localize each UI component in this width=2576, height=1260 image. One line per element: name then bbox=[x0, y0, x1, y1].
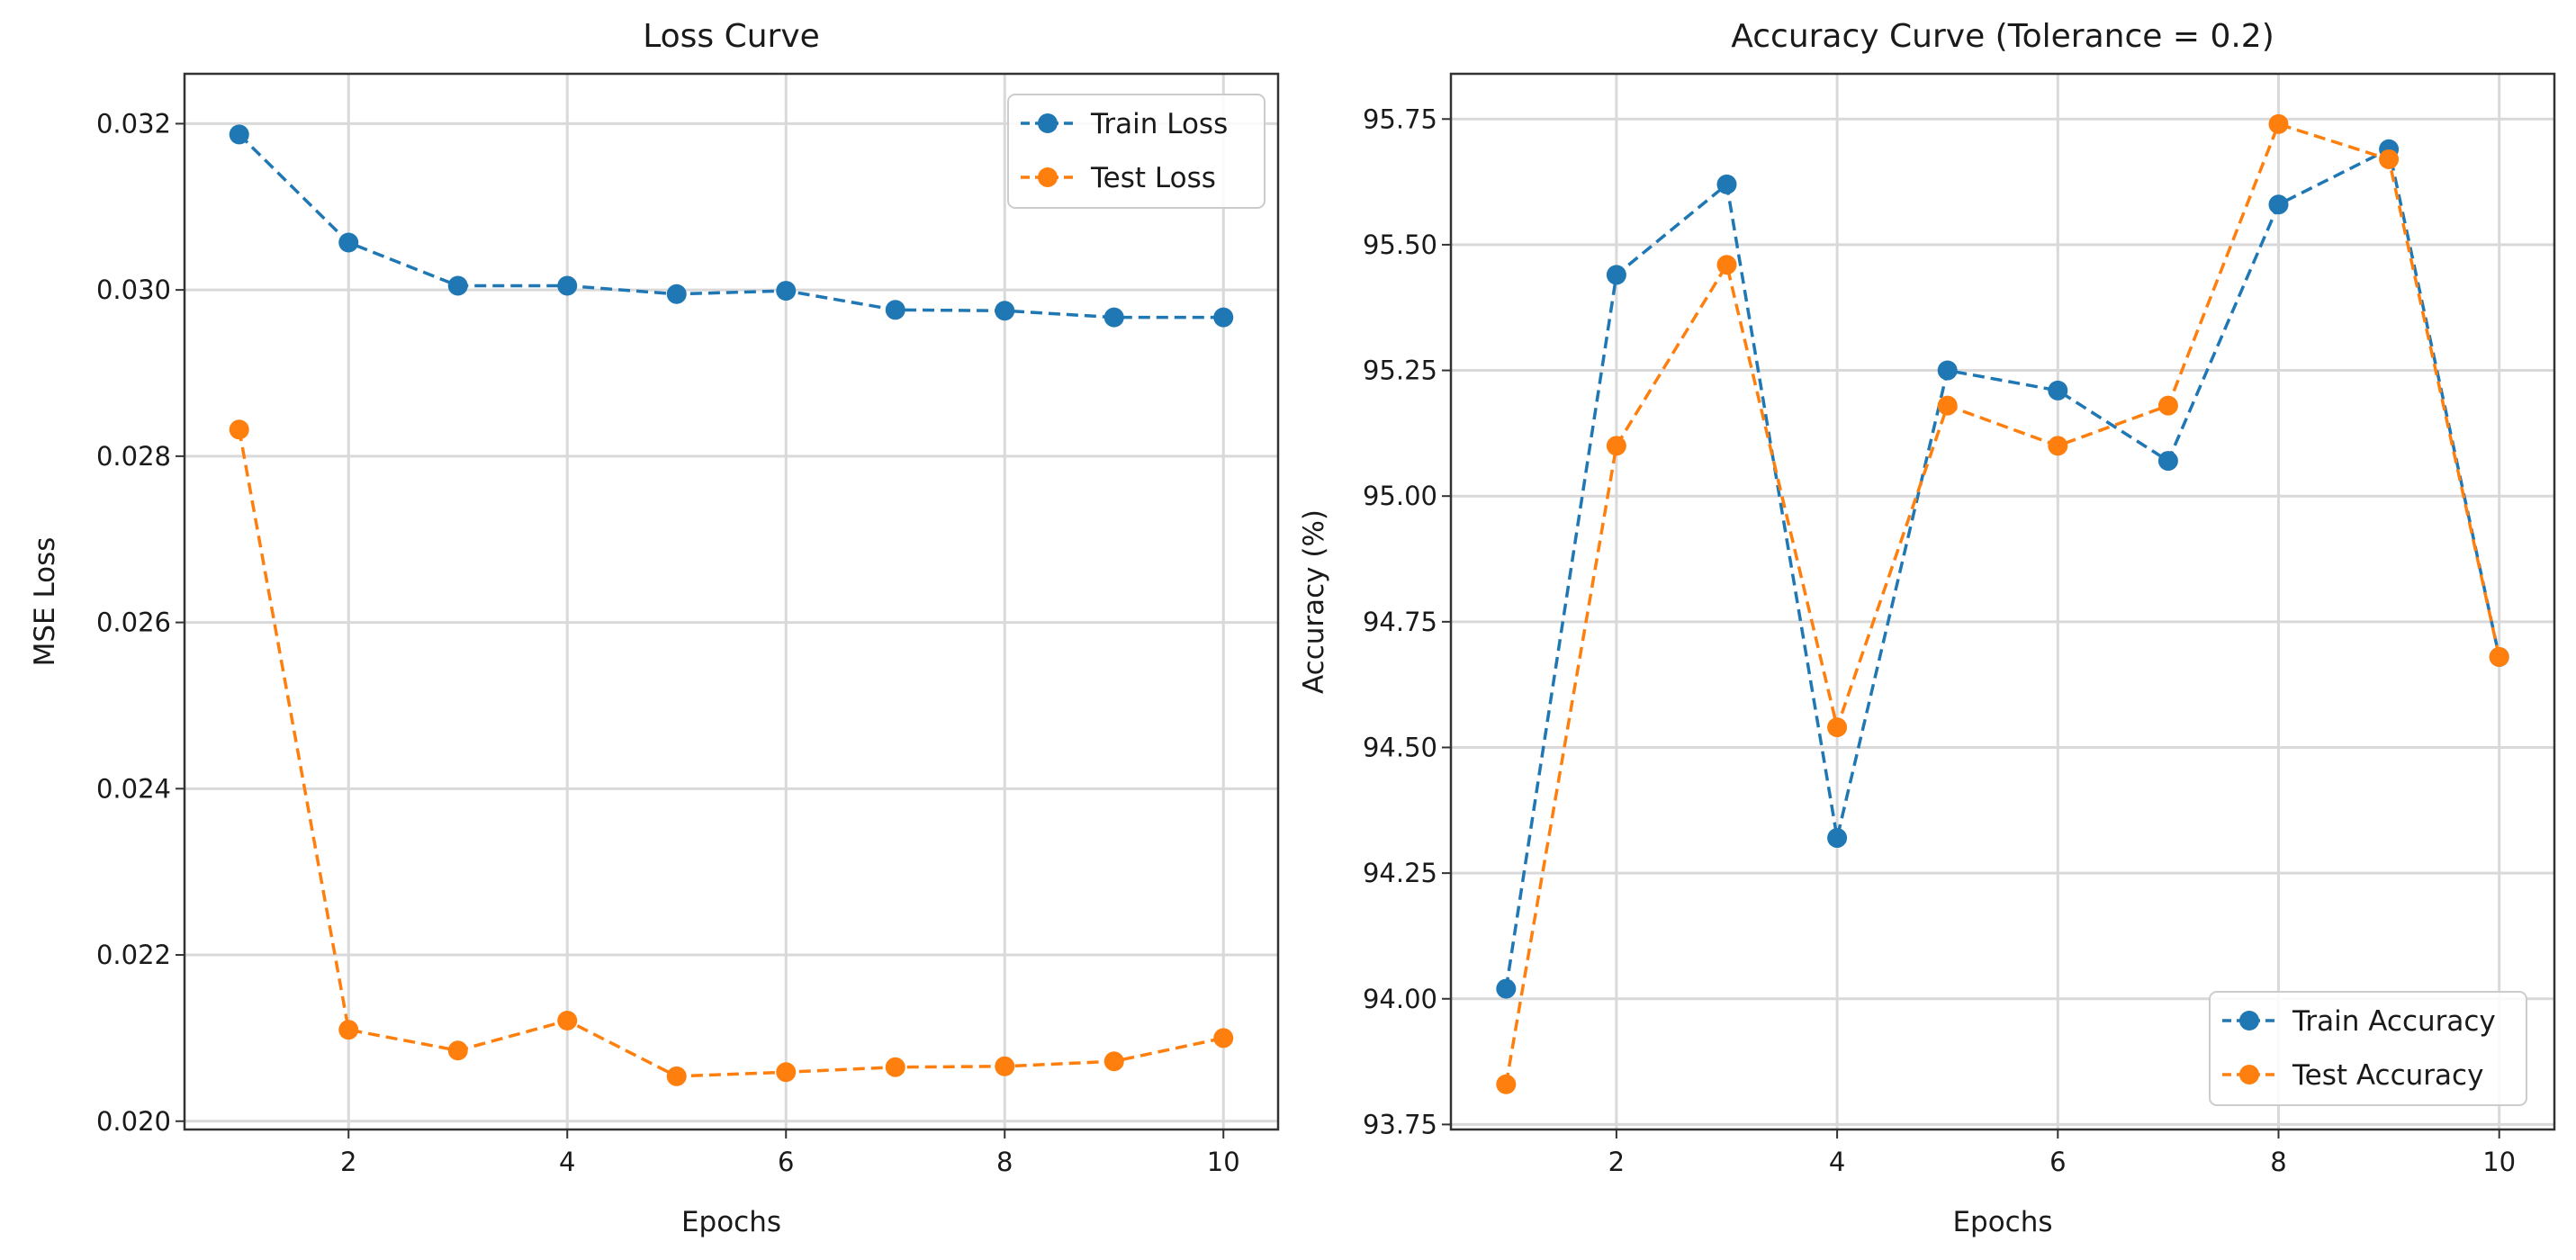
data-point bbox=[1716, 255, 1737, 275]
data-point bbox=[2048, 380, 2068, 400]
legend-box bbox=[2209, 991, 2527, 1106]
data-point bbox=[1937, 395, 1958, 416]
legend-marker-0 bbox=[1038, 113, 1058, 133]
data-point bbox=[776, 1062, 797, 1083]
y-tick-label: 0.024 bbox=[96, 773, 171, 804]
data-point bbox=[885, 1057, 905, 1077]
x-tick-label: 4 bbox=[559, 1147, 575, 1177]
y-tick-label: 94.75 bbox=[1363, 607, 1437, 637]
data-point bbox=[229, 124, 249, 145]
legend-label-0: Train Loss bbox=[1090, 108, 1228, 140]
series-line-1 bbox=[238, 428, 1224, 1078]
y-tick-label: 94.50 bbox=[1363, 732, 1437, 762]
y-tick-label: 0.022 bbox=[96, 940, 171, 970]
series-line-0 bbox=[1504, 147, 2501, 989]
y-tick-label: 0.026 bbox=[96, 608, 171, 638]
legend-label-1: Test Loss bbox=[1090, 162, 1216, 194]
y-tick-label: 94.00 bbox=[1363, 984, 1437, 1014]
data-point bbox=[1827, 717, 1848, 738]
x-axis-label: Epochs bbox=[1952, 1206, 2052, 1238]
chart-title: Loss Curve bbox=[643, 18, 820, 55]
y-tick-label: 0.020 bbox=[96, 1106, 171, 1137]
chart-title: Accuracy Curve (Tolerance = 0.2) bbox=[1731, 18, 2274, 55]
data-point bbox=[557, 275, 578, 296]
data-point bbox=[447, 275, 468, 296]
x-tick-label: 6 bbox=[778, 1147, 794, 1177]
data-point bbox=[1496, 978, 1517, 999]
data-point bbox=[1213, 307, 1234, 328]
y-tick-label: 0.030 bbox=[96, 274, 171, 305]
x-axis-label: Epochs bbox=[681, 1206, 781, 1238]
data-point bbox=[338, 1020, 359, 1040]
data-point bbox=[776, 281, 797, 302]
data-point bbox=[2048, 436, 2068, 456]
x-tick-label: 8 bbox=[996, 1147, 1013, 1177]
legend-marker-0 bbox=[2239, 1011, 2259, 1030]
legend-marker-1 bbox=[1038, 167, 1058, 187]
data-point bbox=[2379, 148, 2400, 169]
data-point bbox=[995, 1056, 1015, 1076]
loss-curve-chart: 2 4 6 8 10 0.020 0.022 0.024 0.026 0.028 0.030 0.03… bbox=[29, 18, 1280, 1238]
data-point bbox=[2157, 451, 2178, 472]
x-tick-label: 10 bbox=[2482, 1147, 2516, 1177]
x-tick-label: 6 bbox=[2049, 1147, 2066, 1177]
y-tick-label: 95.25 bbox=[1363, 356, 1437, 386]
legend-marker-1 bbox=[2239, 1065, 2259, 1084]
data-point bbox=[1716, 174, 1737, 194]
x-tick-label: 2 bbox=[1608, 1147, 1625, 1177]
data-point bbox=[2268, 113, 2289, 134]
x-tick-label: 4 bbox=[1829, 1147, 1845, 1177]
y-tick-label: 94.25 bbox=[1363, 858, 1437, 888]
data-point bbox=[2157, 395, 2178, 416]
data-point bbox=[1606, 436, 1626, 456]
data-point bbox=[995, 301, 1015, 321]
x-tick-label: 8 bbox=[2270, 1147, 2286, 1177]
plot-frame bbox=[1449, 72, 2556, 1131]
data-point bbox=[1103, 307, 1124, 328]
data-point bbox=[338, 232, 359, 253]
x-tick-label: 2 bbox=[340, 1147, 356, 1177]
data-point bbox=[229, 419, 249, 440]
y-tick-label: 93.75 bbox=[1363, 1109, 1437, 1139]
data-point bbox=[885, 300, 905, 320]
y-tick-label: 0.028 bbox=[96, 441, 171, 472]
data-point bbox=[1827, 828, 1848, 849]
series-line-1 bbox=[1504, 122, 2501, 1085]
data-point bbox=[1937, 360, 1958, 381]
accuracy-curve-chart: 2 4 6 8 10 93.75 94.00 94.25 94.50 94.75 95.00 95.2… bbox=[1298, 18, 2556, 1238]
y-tick-label: 95.00 bbox=[1363, 481, 1437, 511]
legend-label-0: Train Accuracy bbox=[2292, 1005, 2496, 1038]
data-point bbox=[447, 1040, 468, 1061]
legend-label-1: Test Accuracy bbox=[2292, 1059, 2483, 1092]
data-point bbox=[557, 1011, 578, 1031]
x-tick-label: 10 bbox=[1207, 1147, 1240, 1177]
data-point bbox=[1496, 1074, 1517, 1094]
y-tick-label: 0.032 bbox=[96, 108, 171, 139]
data-point bbox=[1606, 265, 1626, 285]
data-point bbox=[2489, 646, 2509, 667]
y-tick-label: 95.75 bbox=[1363, 104, 1437, 134]
data-point bbox=[1213, 1028, 1234, 1048]
data-point bbox=[2268, 194, 2289, 215]
y-tick-label: 95.50 bbox=[1363, 230, 1437, 260]
data-point bbox=[666, 284, 687, 304]
series-line-0 bbox=[238, 133, 1224, 320]
data-point bbox=[666, 1066, 687, 1086]
plot-frame bbox=[183, 72, 1280, 1131]
data-point bbox=[1103, 1051, 1124, 1072]
y-axis-label: Accuracy (%) bbox=[1298, 509, 1330, 694]
y-axis-label: MSE Loss bbox=[29, 537, 61, 667]
